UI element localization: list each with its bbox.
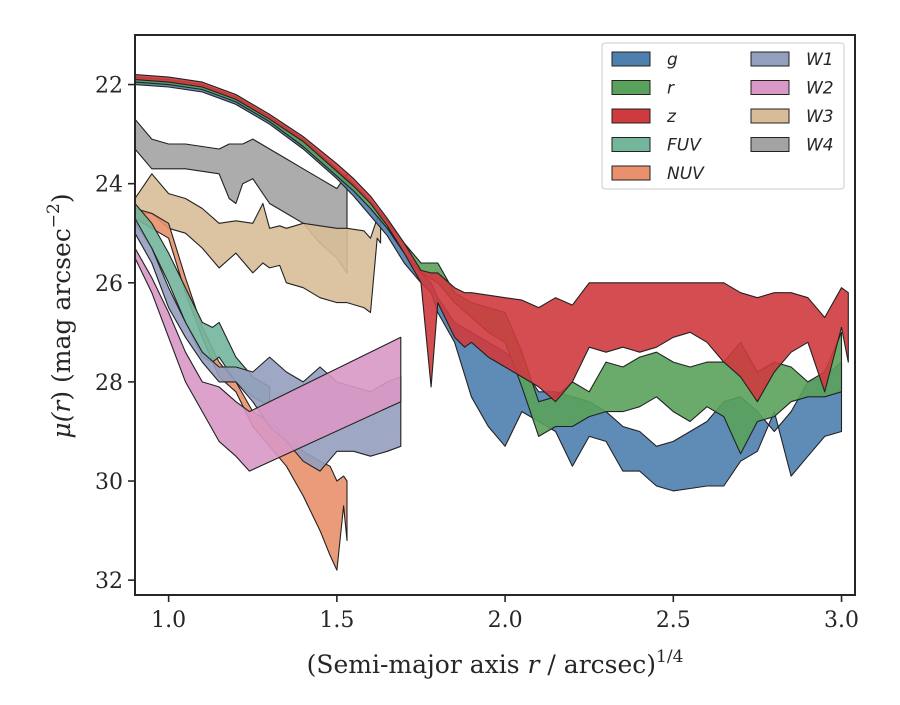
series-band-w2 [135,247,402,472]
series-band-z [135,74,849,403]
x-tick-label: 2.5 [656,608,691,633]
legend-frame [601,42,845,190]
y-tick-label: 30 [95,470,123,495]
x-axis-title: (Semi-major axis r / arcsec)1/4 [307,647,684,679]
plot-frame [134,34,856,596]
x-tick-label: 2.0 [488,608,523,633]
series-band-w3 [135,173,382,314]
x-tick-label: 3.0 [824,608,859,633]
legend-label-r: r [667,79,675,99]
y-tick-label: 28 [95,371,123,396]
series-layer [135,74,849,571]
legend-label-w3: W3 [806,107,834,127]
legend-swatch-nuv [611,165,651,181]
legend-swatch-w4 [750,137,790,152]
y-tick-label: 26 [95,272,123,297]
y-tick-label: 32 [95,569,123,594]
y-tick-label: 24 [95,173,123,198]
x-tick-label: 1.5 [319,608,354,633]
legend: grz FUV NUV W1 W2 W3 W4 [601,42,845,190]
x-axis-ticks: 1.0 1.5 2.0 2.5 3.0 [151,595,859,633]
x-tick-label: 1.0 [151,608,186,633]
legend-swatch-w1 [750,51,790,67]
y-axis-title: μ(r) (mag arcsec−2) [44,193,76,438]
legend-swatch-w2 [750,80,790,95]
legend-label-w1: W1 [806,50,834,70]
legend-label-z: z [666,107,677,127]
legend-swatch-g [611,51,651,67]
legend-label-fuv: FUV [667,136,702,156]
legend-swatch-w3 [750,108,790,124]
legend-swatch-r [611,80,651,95]
legend-label-nuv: NUV [667,164,705,184]
y-tick-label: 22 [95,74,123,99]
legend-label-g: g [667,50,678,70]
legend-label-w2: W2 [806,79,834,99]
legend-label-w4: W4 [806,136,834,156]
y-axis-ticks: 22 24 26 28 30 32 [95,74,135,594]
legend-swatch-z [611,108,651,124]
legend-swatch-fuv [611,137,651,152]
